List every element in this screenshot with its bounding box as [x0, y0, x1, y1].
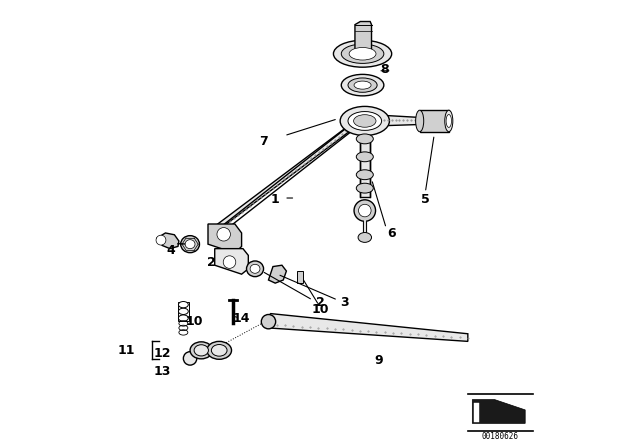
Polygon shape [214, 249, 248, 274]
Bar [360, 108, 370, 197]
Text: 9: 9 [374, 354, 383, 367]
Ellipse shape [415, 110, 424, 132]
Ellipse shape [354, 200, 376, 221]
Text: 3: 3 [340, 296, 349, 309]
Ellipse shape [180, 236, 200, 253]
Text: 6: 6 [387, 227, 396, 241]
Polygon shape [156, 233, 179, 249]
Ellipse shape [207, 341, 232, 359]
Text: 11: 11 [118, 344, 135, 357]
Text: 2: 2 [207, 255, 216, 269]
Text: 4: 4 [167, 244, 175, 258]
Polygon shape [264, 314, 468, 341]
Polygon shape [472, 400, 525, 423]
Ellipse shape [358, 233, 371, 242]
Ellipse shape [341, 74, 384, 96]
Text: 10: 10 [186, 315, 204, 328]
Ellipse shape [353, 115, 376, 127]
Bar [178, 302, 189, 321]
Bar [420, 110, 449, 132]
Ellipse shape [333, 40, 392, 67]
Ellipse shape [354, 81, 371, 89]
Polygon shape [474, 403, 479, 422]
Polygon shape [364, 114, 419, 126]
Ellipse shape [179, 302, 188, 308]
Polygon shape [208, 224, 241, 253]
Ellipse shape [250, 264, 260, 273]
Ellipse shape [445, 110, 453, 132]
Ellipse shape [358, 204, 371, 217]
Polygon shape [269, 265, 287, 283]
Text: 13: 13 [154, 365, 171, 379]
Text: 14: 14 [233, 312, 250, 326]
Text: 7: 7 [260, 134, 268, 148]
Ellipse shape [446, 115, 451, 127]
Ellipse shape [356, 134, 373, 144]
Text: 10: 10 [311, 302, 329, 316]
Ellipse shape [156, 235, 166, 245]
Ellipse shape [261, 314, 276, 329]
Polygon shape [355, 22, 371, 57]
Ellipse shape [340, 107, 389, 135]
Text: 12: 12 [154, 347, 171, 361]
Text: 2: 2 [316, 296, 324, 309]
Ellipse shape [190, 342, 212, 359]
Ellipse shape [356, 183, 373, 193]
Ellipse shape [246, 261, 264, 276]
Ellipse shape [348, 112, 381, 130]
Polygon shape [210, 114, 369, 238]
Ellipse shape [183, 352, 197, 365]
Ellipse shape [217, 228, 230, 241]
Ellipse shape [211, 345, 227, 356]
Ellipse shape [179, 315, 188, 321]
Polygon shape [297, 271, 303, 283]
Ellipse shape [341, 44, 384, 63]
Ellipse shape [356, 152, 373, 162]
Text: 8: 8 [381, 63, 389, 76]
Ellipse shape [348, 78, 377, 92]
Ellipse shape [223, 256, 236, 268]
Ellipse shape [194, 345, 209, 356]
Text: 1: 1 [271, 193, 280, 206]
Text: 5: 5 [421, 193, 429, 206]
Ellipse shape [179, 308, 188, 314]
Ellipse shape [356, 170, 373, 180]
Text: 00180626: 00180626 [481, 432, 518, 441]
Ellipse shape [185, 240, 195, 249]
Ellipse shape [349, 47, 376, 60]
